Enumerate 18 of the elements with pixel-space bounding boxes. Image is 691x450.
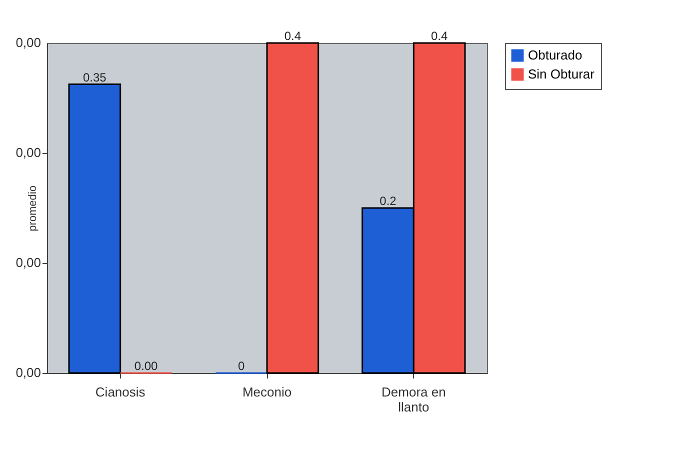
data-label: 0.00 [134, 359, 158, 373]
text: 0,00 [16, 255, 41, 270]
data-label: 0.4 [430, 29, 448, 43]
legend-label: Obturado [528, 48, 582, 62]
legend-label: Sin Obturar [528, 66, 596, 82]
bar [266, 42, 320, 374]
data-label: 0 [238, 359, 245, 373]
bar [68, 84, 122, 374]
text: 0,00 [16, 35, 41, 50]
x-tick-label: Cianosis [95, 384, 146, 400]
x-tick-label: Demora en llanto [382, 384, 446, 414]
x-tick-label: Meconio [242, 384, 292, 400]
y-axis-title: promedio [27, 186, 39, 232]
data-label: 0.35 [82, 70, 107, 84]
text: 0,00 [16, 145, 41, 160]
data-label: 0.2 [380, 194, 397, 208]
text: 0,00 [16, 365, 41, 380]
data-label: 0.4 [284, 29, 302, 43]
